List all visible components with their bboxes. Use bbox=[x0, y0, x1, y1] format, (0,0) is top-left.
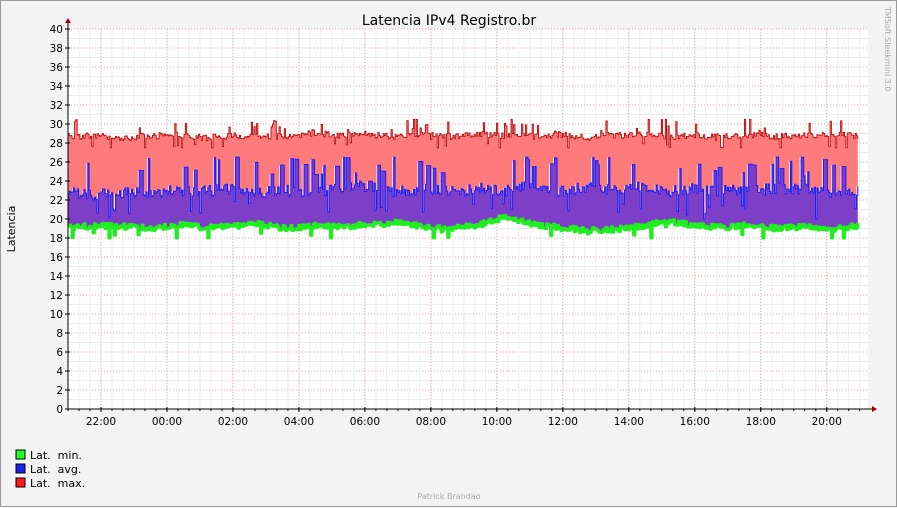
x-tick-label: 18:00 bbox=[746, 416, 776, 428]
x-tick-label: 12:00 bbox=[548, 416, 578, 428]
x-tick-label: 02:00 bbox=[218, 416, 248, 428]
x-tick-label: 10:00 bbox=[482, 416, 512, 428]
y-tick-label: 40 bbox=[50, 24, 63, 36]
x-tick-label: 06:00 bbox=[350, 416, 380, 428]
y-tick-label: 30 bbox=[50, 119, 63, 131]
legend-item-min: Lat. min. bbox=[15, 449, 82, 462]
x-tick-labels: 22:00 00:00 02:00 04:00 06:00 08:00 10:00 12:00… bbox=[86, 416, 842, 428]
y-axis-label: Latencia bbox=[5, 206, 18, 253]
legend-label-min: Lat. min. bbox=[30, 449, 82, 462]
legend-label-max: Lat. max. bbox=[30, 477, 85, 490]
side-watermark: TMSoft Sleekmini 3.0 bbox=[883, 6, 892, 91]
y-tick-label: 20 bbox=[50, 214, 63, 226]
y-tick-label: 22 bbox=[50, 195, 63, 207]
x-tick-label: 22:00 bbox=[86, 416, 116, 428]
x-tick-label: 00:00 bbox=[152, 416, 182, 428]
x-tick-label: 08:00 bbox=[416, 416, 446, 428]
y-tick-label: 24 bbox=[50, 176, 64, 188]
x-tick-label: 16:00 bbox=[680, 416, 710, 428]
y-tick-label: 26 bbox=[50, 157, 64, 169]
legend-swatch-max bbox=[15, 477, 26, 488]
series-min-line bbox=[67, 213, 860, 240]
legend-item-avg: Lat. avg. bbox=[15, 463, 81, 476]
y-tick-label: 0 bbox=[56, 404, 63, 416]
y-tick-label: 18 bbox=[50, 233, 63, 245]
axes bbox=[65, 18, 877, 412]
y-axis-arrow bbox=[65, 18, 71, 23]
series-areas bbox=[67, 118, 860, 240]
y-tick-label: 38 bbox=[50, 43, 63, 55]
series-avg-area bbox=[68, 157, 858, 238]
x-tick-label: 04:00 bbox=[284, 416, 314, 428]
y-tick-label: 14 bbox=[50, 271, 64, 283]
footer-watermark: Patrick Brandao bbox=[417, 492, 480, 501]
legend-item-max: Lat. max. bbox=[15, 477, 85, 490]
legend-swatch-avg bbox=[15, 463, 26, 474]
y-tick-label: 16 bbox=[50, 252, 64, 264]
series-avg-line bbox=[68, 156, 859, 220]
legend-label-avg: Lat. avg. bbox=[30, 463, 81, 476]
y-tick-label: 34 bbox=[50, 81, 64, 93]
y-tick-label: 4 bbox=[56, 366, 63, 378]
y-tick-label: 6 bbox=[56, 347, 63, 359]
y-tick-label: 28 bbox=[50, 138, 63, 150]
chart-title: Latencia IPv4 Registro.br bbox=[362, 13, 537, 29]
y-tick-label: 36 bbox=[50, 62, 64, 74]
series-max-line bbox=[68, 118, 859, 149]
x-tick-label: 14:00 bbox=[614, 416, 644, 428]
legend-swatch-min bbox=[15, 449, 26, 460]
x-tick-label: 20:00 bbox=[812, 416, 842, 428]
series-max-area bbox=[68, 119, 858, 219]
x-axis-arrow bbox=[872, 406, 877, 412]
y-tick-label: 10 bbox=[50, 309, 63, 321]
y-tick-label: 8 bbox=[56, 328, 63, 340]
legend: Lat. min. Lat. avg. Lat. max. bbox=[15, 449, 85, 490]
y-tick-label: 32 bbox=[50, 100, 63, 112]
y-tick-label: 2 bbox=[56, 385, 63, 397]
y-tick-label: 12 bbox=[50, 290, 63, 302]
